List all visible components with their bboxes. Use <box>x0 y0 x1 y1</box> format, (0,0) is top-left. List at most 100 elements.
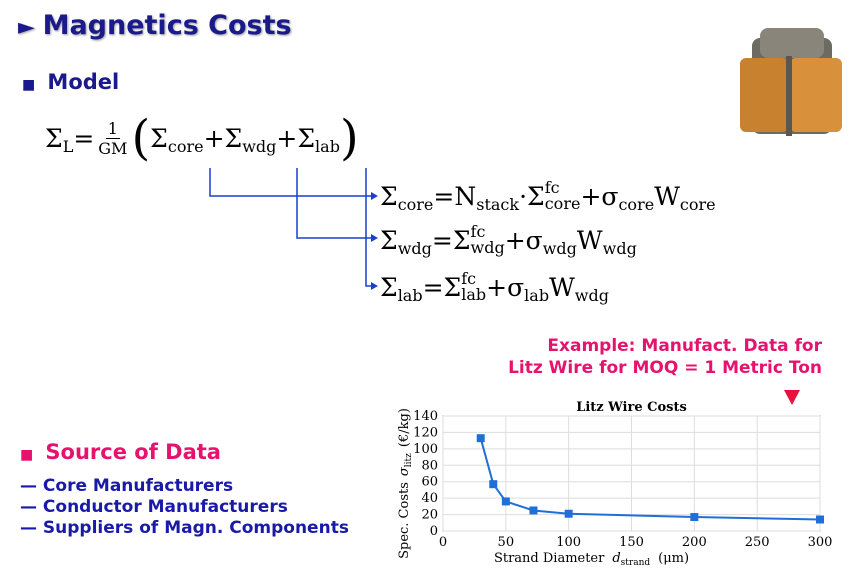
marker <box>501 497 510 506</box>
x-axis-label: Strand Diameter dstrand (μm) <box>494 551 689 568</box>
superscript: fc <box>544 178 560 197</box>
symbol: Σ <box>452 225 471 255</box>
symbol: Σ <box>224 123 243 153</box>
source-item-text: Core Manufacturers <box>42 476 234 496</box>
x-tick-label: 100 <box>556 535 581 550</box>
marker <box>489 480 498 489</box>
source-heading-text: Source of Data <box>45 440 221 464</box>
paren: ( <box>131 110 151 166</box>
symbol: Σ <box>443 272 462 302</box>
y-label-part: litz <box>404 453 414 467</box>
superscript: fc <box>461 269 477 288</box>
paren: ) <box>339 110 359 166</box>
annotation: Litz Wire for MOQ = 1 Metric Ton <box>508 358 822 378</box>
numerator: 1 <box>105 118 120 139</box>
subscript: wdg <box>470 238 505 257</box>
subscript: stack <box>476 194 520 214</box>
y-tick-label: 40 <box>421 491 438 506</box>
symbol: Σ <box>150 123 168 153</box>
y-label-part: (€/kg) <box>397 408 412 447</box>
source-item: — Core Manufacturers <box>20 476 234 496</box>
subscript: core <box>167 136 204 156</box>
subscript: core <box>679 194 716 214</box>
scripts: fc lab <box>461 271 486 303</box>
operator: + <box>486 272 508 302</box>
y-tick-label: 120 <box>413 425 438 440</box>
subscript: lab <box>315 136 340 156</box>
title-text: Magnetics Costs <box>42 10 292 41</box>
subscript: L <box>62 136 74 156</box>
operator: + <box>504 225 526 255</box>
scripts: fc core <box>545 180 581 212</box>
y-tick-label: 100 <box>413 442 438 457</box>
subscript: core <box>544 194 581 213</box>
symbol: Σ <box>527 181 545 211</box>
x-label-part: strand <box>621 558 651 568</box>
symbol: Σ <box>45 123 63 153</box>
fraction: 1 GM <box>98 119 127 158</box>
subscript: lab <box>397 285 423 305</box>
symbol: σ <box>525 225 543 255</box>
subscript: wdg <box>602 238 637 258</box>
superscript: fc <box>470 222 486 241</box>
marker <box>476 434 485 443</box>
x-tick-label: 250 <box>745 535 770 550</box>
model-heading: ■ Model <box>22 70 120 94</box>
subscript: core <box>618 194 655 214</box>
y-label-part: Spec. Costs <box>397 482 412 559</box>
symbol: σ <box>507 272 525 302</box>
arrows <box>209 168 372 287</box>
y-tick-label: 140 <box>413 409 438 424</box>
operator: = <box>73 123 95 153</box>
marker <box>564 509 573 518</box>
denominator: GM <box>98 138 128 158</box>
marker-triangle <box>784 390 800 405</box>
chart-title: Litz Wire Costs <box>576 400 687 415</box>
arrowheads <box>371 192 378 290</box>
marker <box>690 513 699 522</box>
annotation: Example: Manufact. Data for <box>547 336 822 356</box>
source-item-text: Conductor Manufacturers <box>42 497 288 517</box>
x-label-part: d <box>612 551 620 566</box>
operator: = <box>422 272 444 302</box>
symbol: W <box>549 272 575 302</box>
operator: + <box>580 181 602 211</box>
source-item: — Suppliers of Magn. Components <box>20 518 349 538</box>
subscript: core <box>397 194 434 214</box>
y-tick-label: 60 <box>421 475 438 490</box>
x-tick-label: 150 <box>619 535 644 550</box>
symbol: Σ <box>380 225 398 255</box>
operator: + <box>276 123 298 153</box>
symbol: W <box>576 225 603 255</box>
operator: · <box>519 181 528 211</box>
x-tick-label: 300 <box>808 535 833 550</box>
source-item-text: Suppliers of Magn. Components <box>42 518 349 538</box>
symbol: σ <box>601 181 619 211</box>
x-tick-label: 200 <box>682 535 707 550</box>
symbol: Σ <box>380 272 398 302</box>
source-item: — Conductor Manufacturers <box>20 497 288 517</box>
symbol: N <box>454 181 477 211</box>
symbol: Σ <box>380 181 398 211</box>
x-tick-label: 0 <box>439 535 447 550</box>
y-tick-label: 20 <box>421 508 438 523</box>
symbol: W <box>654 181 680 211</box>
inductor-image <box>740 28 842 136</box>
y-tick-label: 80 <box>421 458 438 473</box>
subscript: wdg <box>242 136 277 156</box>
subscript: wdg <box>574 285 609 305</box>
source-heading: ■ Source of Data <box>20 440 221 464</box>
y-axis-label: Spec. Costs σlitz (€/kg) <box>397 408 414 559</box>
x-tick-label: 50 <box>498 535 515 550</box>
operator: = <box>433 181 455 211</box>
x-label-part: Strand Diameter <box>494 551 605 566</box>
operator: = <box>431 225 453 255</box>
operator: + <box>203 123 225 153</box>
